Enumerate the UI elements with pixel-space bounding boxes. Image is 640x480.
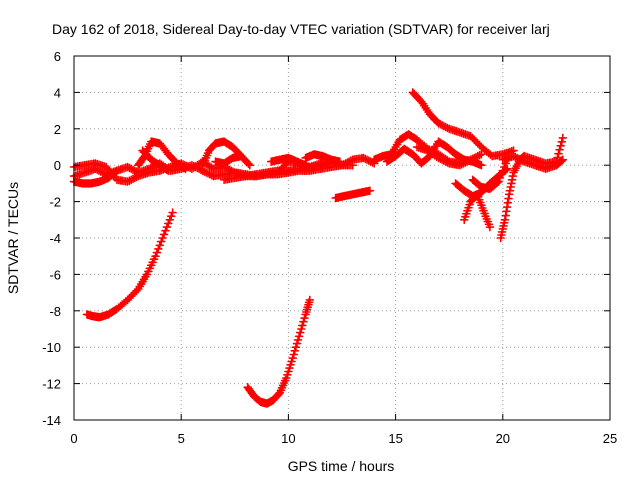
series-markers (519, 133, 568, 168)
series-markers (198, 137, 246, 170)
series-arc-19h (468, 155, 512, 194)
x-tick-label: 10 (281, 431, 295, 446)
series-markers (468, 155, 512, 194)
y-tick-label: -6 (49, 267, 61, 282)
series-arc-22h (519, 133, 568, 168)
x-axis-title: GPS time / hours (288, 458, 395, 474)
x-tick-label: 5 (178, 431, 185, 446)
series-arc-11h (301, 150, 345, 166)
grid-lines (74, 56, 610, 420)
series-markers (496, 151, 529, 243)
series-track-main-4 (219, 160, 357, 185)
series-markers (412, 142, 486, 170)
series-arc-6h (198, 137, 246, 170)
y-tick-label: 0 (54, 158, 61, 173)
axis-ticks (73, 55, 611, 421)
series-arc-16h (408, 88, 518, 161)
series-arc-20h (496, 151, 529, 243)
series-markers (459, 190, 495, 232)
series-arc-3h-b (138, 146, 173, 175)
x-tick-label: 15 (388, 431, 402, 446)
series-arc-9h (266, 153, 310, 170)
y-tick-label: 6 (54, 49, 61, 64)
y-tick-label: 2 (54, 122, 61, 137)
series-markers (82, 208, 177, 322)
series-markers (243, 295, 315, 408)
series-markers (266, 153, 310, 170)
y-tick-label: -10 (42, 340, 61, 355)
series-markers (331, 186, 375, 203)
y-tick-label: -2 (49, 195, 61, 210)
data-series (69, 88, 568, 408)
series-arc-17h (412, 142, 486, 170)
y-tick-label: -14 (42, 413, 61, 428)
series-arc-neg13 (243, 295, 315, 408)
series-markers (138, 146, 173, 175)
series-arc-neg8 (82, 208, 177, 322)
series-markers (408, 88, 518, 161)
series-markers (219, 160, 357, 185)
y-tick-labels: -14 -12 -10 -8 -6 -4 -2 0 2 4 6 (42, 49, 61, 428)
y-axis-title: SDTVAR / TECUs (5, 182, 21, 294)
chart-title: Day 162 of 2018, Sidereal Day-to-day VTE… (52, 21, 550, 37)
y-tick-label: 4 (54, 85, 61, 100)
series-arc-12h (331, 186, 375, 203)
x-tick-label: 0 (70, 431, 77, 446)
series-arc-7h (211, 151, 255, 170)
series-arc-18h-b (459, 190, 495, 232)
x-tick-labels: 0 5 10 15 20 25 (70, 431, 617, 446)
y-tick-label: -4 (49, 231, 61, 246)
y-tick-label: -12 (42, 377, 61, 392)
x-tick-label: 20 (496, 431, 510, 446)
series-markers (301, 150, 345, 166)
x-tick-label: 25 (603, 431, 617, 446)
y-tick-label: -8 (49, 304, 61, 319)
series-markers (211, 151, 255, 170)
